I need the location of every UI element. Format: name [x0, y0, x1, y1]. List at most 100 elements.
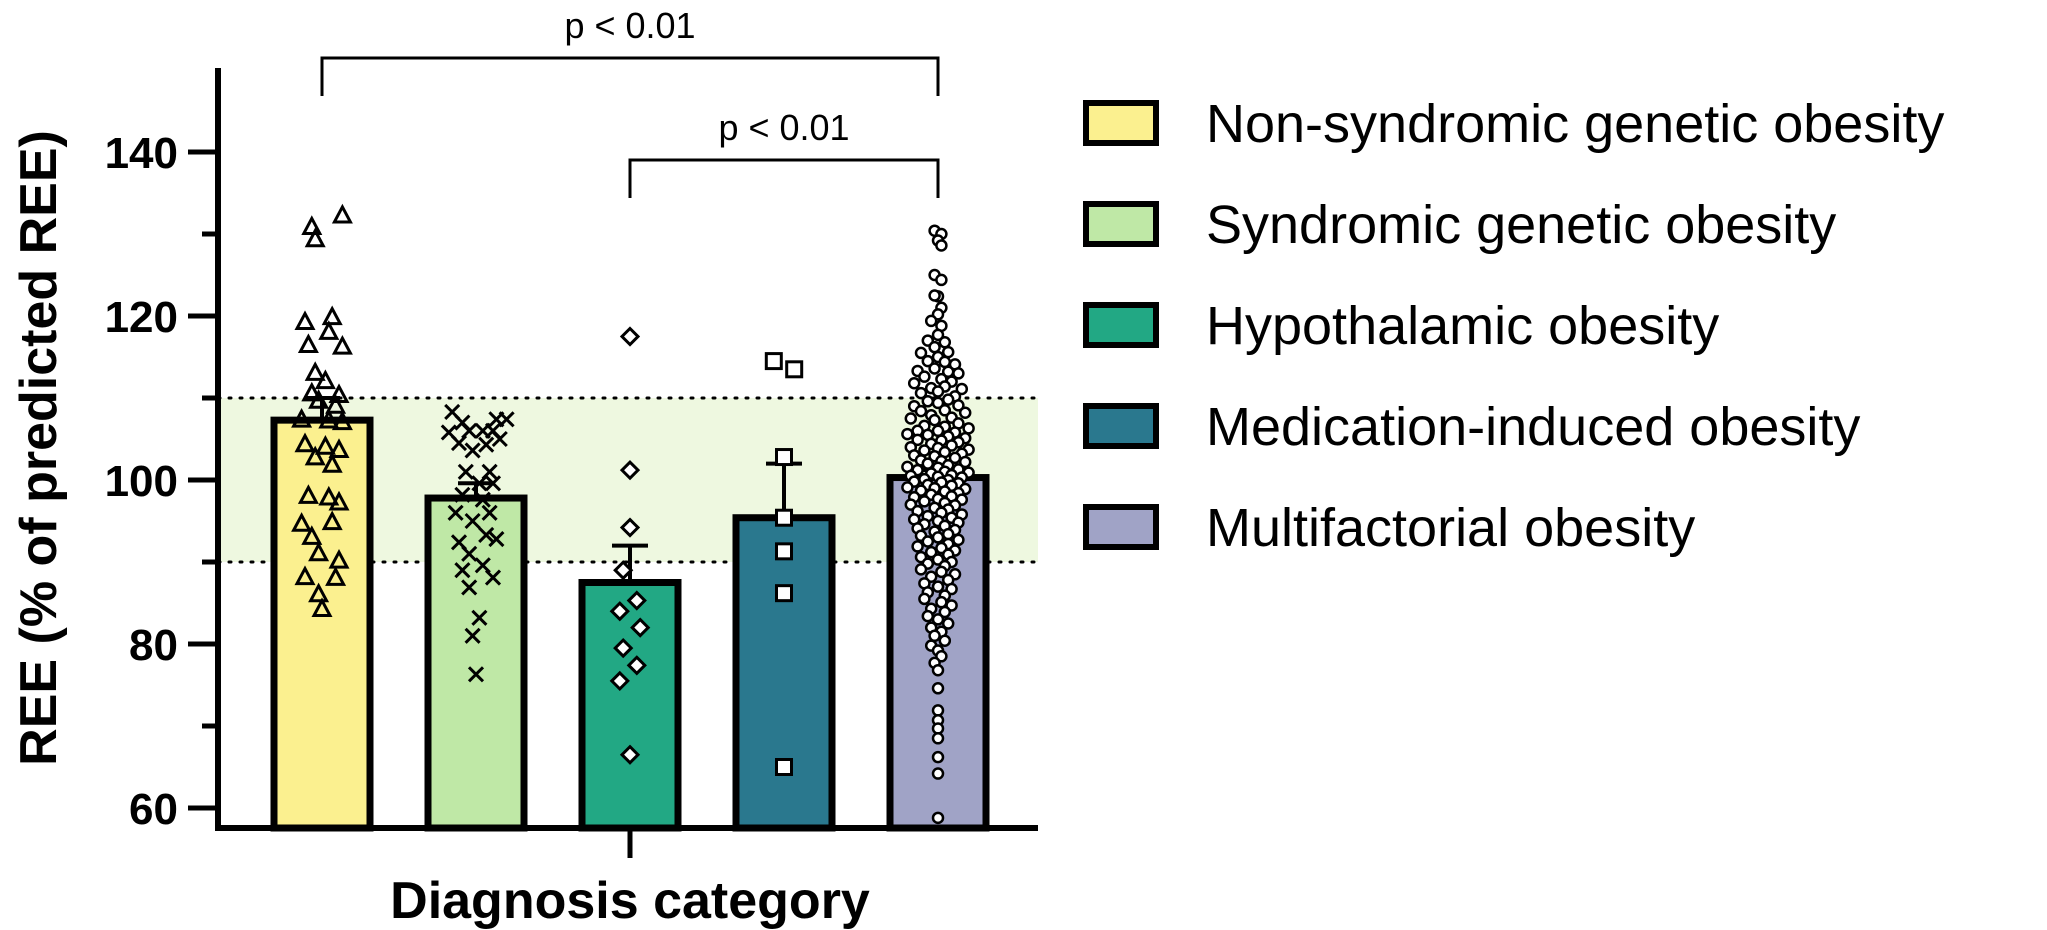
data-point: [918, 495, 931, 508]
data-point: [454, 486, 471, 503]
significance-label: p < 0.01: [564, 5, 695, 46]
y-tick-label: 60: [129, 785, 178, 834]
data-point: [931, 328, 945, 342]
data-point: [498, 411, 515, 428]
data-point: [619, 460, 641, 481]
data-point: [626, 655, 647, 676]
data-point: [921, 395, 935, 408]
y-tick-label: 100: [105, 457, 178, 506]
data-point: [619, 517, 641, 538]
data-point: [314, 369, 336, 390]
legend-swatch: [1083, 100, 1159, 146]
data-point: [301, 525, 323, 545]
legend-label: Non-syndromic genetic obesity: [1206, 94, 1944, 154]
data-point: [304, 361, 326, 381]
points-group-2: [609, 326, 651, 765]
data-point: [914, 404, 928, 418]
data-point: [318, 408, 340, 429]
data-point: [938, 634, 952, 647]
data-point: [958, 406, 972, 420]
data-point: [311, 597, 333, 618]
data-point: [952, 533, 965, 547]
data-point: [931, 811, 945, 825]
data-point: [941, 527, 955, 541]
data-point: [609, 601, 630, 622]
data-point: [941, 617, 955, 630]
data-point: [785, 360, 804, 379]
data-point: [924, 314, 938, 328]
y-tick-label: 140: [105, 129, 178, 178]
data-points: [291, 203, 975, 825]
points-group-3: [764, 352, 804, 776]
data-point: [928, 340, 941, 354]
bar-0: [270, 416, 374, 832]
points-group-1: [440, 403, 515, 683]
data-point: [924, 545, 938, 559]
data-point: [935, 565, 948, 579]
data-point: [948, 451, 962, 465]
data-point: [297, 484, 319, 504]
data-point: [484, 475, 502, 492]
data-point: [941, 393, 955, 406]
data-point: [331, 334, 353, 355]
data-point: [938, 335, 952, 349]
data-point: [488, 530, 505, 548]
data-point: [619, 326, 641, 347]
data-point: [304, 227, 326, 248]
data-point: [619, 744, 641, 765]
legend-item-4: Multifactorial obesity: [1083, 498, 1695, 558]
data-point: [928, 629, 941, 643]
data-point: [481, 504, 498, 521]
data-point: [958, 455, 972, 469]
data-point: [294, 310, 316, 331]
data-point: [901, 481, 914, 494]
data-point: [941, 345, 955, 359]
data-point: [901, 427, 914, 441]
data-point: [484, 569, 502, 586]
data-point: [764, 352, 783, 371]
data-point: [331, 410, 353, 431]
data-point: [952, 367, 965, 380]
data-point: [304, 445, 326, 466]
legend: Non-syndromic genetic obesity Syndromic g…: [1083, 94, 1944, 558]
data-point: [613, 637, 634, 659]
data-point: [318, 320, 340, 340]
data-point: [931, 682, 945, 695]
points-group-0: [291, 203, 353, 618]
data-point: [931, 531, 945, 544]
data-point: [921, 535, 935, 548]
data-point: [911, 433, 924, 447]
legend-item-3: Medication-induced obesity: [1083, 397, 1860, 457]
significance-bracket-0: p < 0.01: [320, 5, 940, 96]
legend-label: Multifactorial obesity: [1206, 498, 1695, 558]
legend-label: Syndromic genetic obesity: [1206, 195, 1836, 255]
data-point: [931, 722, 945, 735]
data-point: [914, 563, 928, 576]
data-point: [471, 475, 488, 492]
data-point: [952, 399, 965, 412]
data-point: [301, 381, 323, 402]
data-point: [931, 663, 945, 677]
data-point: [931, 385, 945, 398]
data-point: [318, 485, 340, 506]
data-point: [931, 580, 945, 593]
data-point: [331, 203, 353, 224]
data-point: [928, 362, 941, 375]
data-point: [308, 389, 330, 409]
data-point: [928, 289, 941, 302]
data-point: [918, 592, 931, 606]
x-axis: [215, 825, 1038, 858]
data-point: [911, 540, 924, 553]
error-bar-2: [612, 543, 648, 583]
data-point: [931, 396, 945, 410]
data-point: [931, 613, 945, 626]
data-point: [294, 565, 316, 586]
data-point: [464, 442, 481, 459]
data-point: [297, 333, 319, 354]
data-point: [775, 584, 793, 603]
data-point: [325, 394, 347, 414]
legend-swatch: [1083, 504, 1159, 550]
data-point: [294, 432, 316, 453]
data-point: [291, 512, 313, 532]
points-group-4: [901, 224, 975, 825]
